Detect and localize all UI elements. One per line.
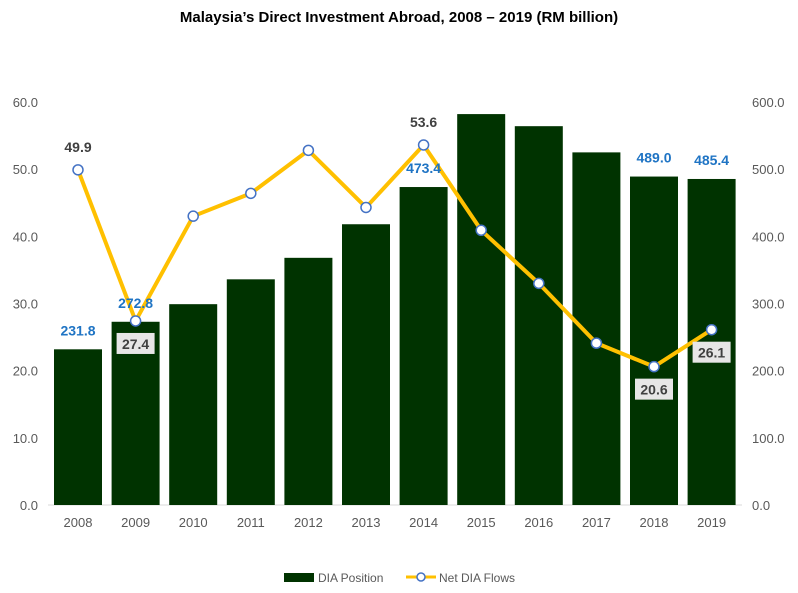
right-axis-tick: 500.0 xyxy=(752,162,785,177)
legend-line-marker xyxy=(416,572,426,582)
bar-dia-position xyxy=(630,176,678,505)
bar-dia-position xyxy=(342,224,390,505)
x-axis-tick: 2015 xyxy=(467,515,496,530)
line-marker xyxy=(187,210,199,222)
legend-net-dia-flows: Net DIA Flows xyxy=(439,571,515,585)
chart-title: Malaysia’s Direct Investment Abroad, 200… xyxy=(179,9,619,26)
left-axis-tick: 20.0 xyxy=(13,364,38,379)
right-axis-tick: 300.0 xyxy=(752,297,785,312)
line-marker xyxy=(129,315,142,327)
bar-dia-position xyxy=(514,126,563,506)
left-axis-tick: 30.0 xyxy=(13,297,38,312)
line-marker xyxy=(360,201,372,214)
x-axis-tick: 2019 xyxy=(697,515,726,530)
line-marker xyxy=(302,144,315,157)
bar-data-label: 489.0 xyxy=(636,150,671,166)
bar-data-label: 272.8 xyxy=(118,295,153,311)
bar-dia-position xyxy=(169,304,218,505)
x-axis-tick: 2011 xyxy=(237,515,265,530)
legend-dia-position: DIA Position xyxy=(318,571,383,585)
line-data-label: 27.4 xyxy=(122,336,149,352)
line-marker xyxy=(533,277,545,290)
x-axis-tick: 2018 xyxy=(640,515,669,530)
line-marker xyxy=(417,139,430,151)
x-axis-tick: 2010 xyxy=(179,515,208,530)
left-axis-tick: 10.0 xyxy=(13,431,38,446)
bar-dia-position xyxy=(54,349,102,505)
line-marker xyxy=(590,337,603,349)
line-label-box xyxy=(692,341,731,363)
x-axis-tick: 2013 xyxy=(352,515,381,530)
bar-dia-position xyxy=(226,279,275,505)
right-axis-tick: 600.0 xyxy=(752,95,785,110)
x-axis-tick: 2017 xyxy=(582,515,611,530)
bar-dia-position xyxy=(457,114,506,505)
line-marker xyxy=(648,360,660,373)
x-axis-tick: 2012 xyxy=(294,515,323,530)
line-data-label: 26.1 xyxy=(698,345,725,361)
bar-data-label: 231.8 xyxy=(60,322,95,338)
x-axis-tick: 2014 xyxy=(409,515,438,530)
bar-dia-position xyxy=(572,152,621,505)
right-axis-tick: 400.0 xyxy=(752,229,785,244)
line-label-box xyxy=(116,332,155,354)
line-marker xyxy=(705,323,718,336)
line-data-label: 20.6 xyxy=(640,382,667,398)
line-label-box xyxy=(635,378,673,400)
line-marker xyxy=(475,224,487,237)
right-axis-tick: 100.0 xyxy=(752,431,785,446)
left-axis-tick: 60.0 xyxy=(13,95,38,110)
line-marker xyxy=(245,187,257,200)
x-axis-tick: 2016 xyxy=(524,515,553,530)
bar-data-label: 485.4 xyxy=(694,152,729,168)
right-axis-tick: 0.0 xyxy=(752,498,770,513)
bar-data-label: 473.4 xyxy=(406,160,441,176)
line-marker xyxy=(72,164,84,176)
left-axis-tick: 0.0 xyxy=(20,498,38,513)
bar-dia-position xyxy=(399,187,448,505)
left-axis-tick: 40.0 xyxy=(13,229,38,244)
line-data-label: 49.9 xyxy=(64,139,91,155)
line-data-label: 53.6 xyxy=(410,114,437,130)
bar-dia-position xyxy=(284,257,333,505)
left-axis-tick: 50.0 xyxy=(13,162,38,177)
right-axis-tick: 200.0 xyxy=(752,364,785,379)
legend-bar-swatch xyxy=(284,573,314,582)
line-net-dia-flows xyxy=(76,142,713,369)
x-axis-tick: 2008 xyxy=(64,515,93,530)
x-axis-tick: 2009 xyxy=(121,515,150,530)
